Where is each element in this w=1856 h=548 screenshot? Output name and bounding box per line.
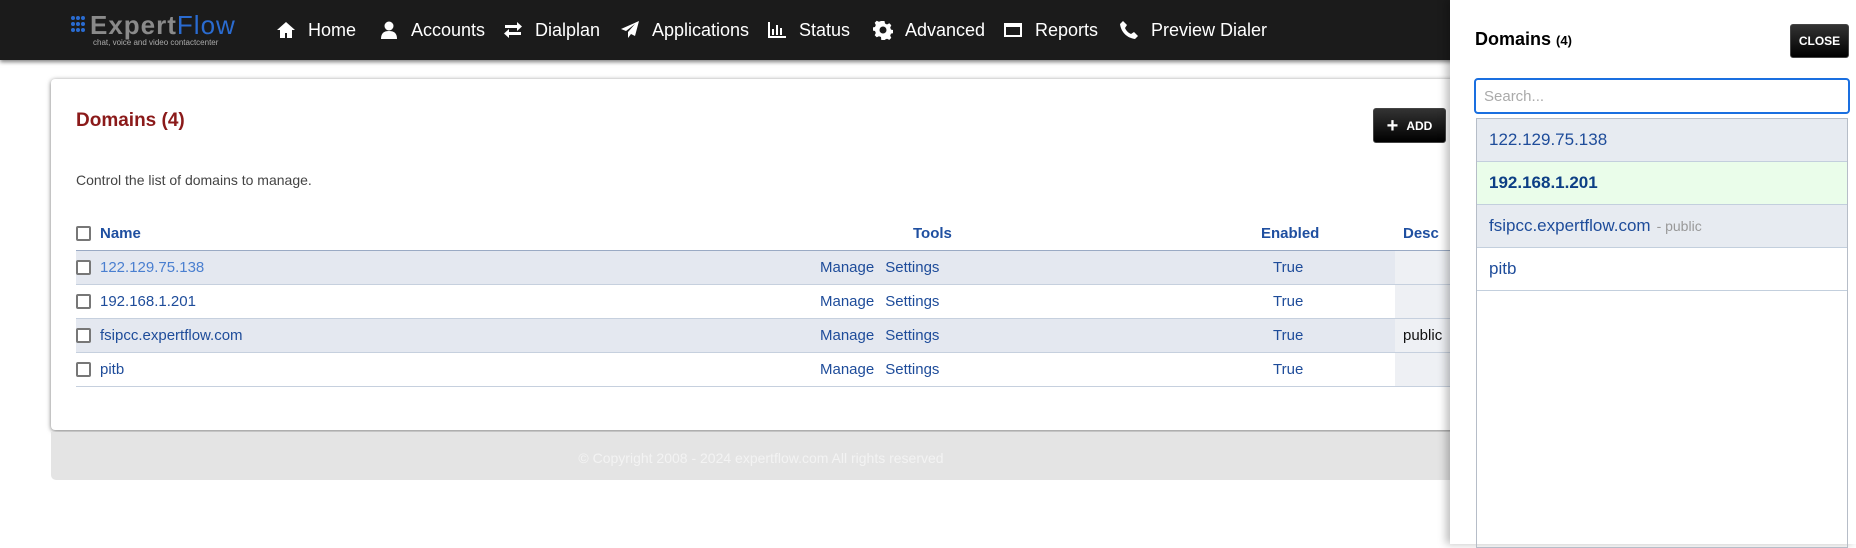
row-checkbox[interactable] (76, 294, 91, 310)
bar-chart-icon (768, 22, 786, 38)
home-icon (277, 22, 295, 38)
table-row: 192.168.1.201 Manage Settings True (76, 284, 1476, 319)
domain-list-name: 122.129.75.138 (1489, 130, 1608, 149)
nav-label: Applications (652, 19, 750, 40)
domain-list-item[interactable]: fsipcc.expertflow.com - public (1477, 205, 1847, 248)
enabled-value: True (1190, 318, 1395, 353)
footer-copyright: © Copyright 2008 - 2024 expertflow.com A… (51, 432, 1471, 480)
row-checkbox[interactable] (76, 362, 91, 378)
column-enabled[interactable]: Enabled (1190, 217, 1395, 251)
nav-reports[interactable]: Reports (1003, 18, 1098, 42)
nav-advanced[interactable]: Advanced (873, 18, 985, 42)
nav-label: Dialplan (535, 19, 601, 40)
panel-count: (4) (1556, 33, 1572, 48)
row-checkbox[interactable] (76, 260, 91, 276)
plus-icon: + (1386, 114, 1399, 137)
panel-title: Domains (4) (1475, 29, 1572, 49)
nav-status[interactable]: Status (767, 18, 850, 42)
logo-wordmark: ExpertFlow (90, 10, 236, 40)
table-header: Name Tools Enabled Desc (76, 217, 1476, 251)
select-all-checkbox[interactable] (76, 226, 91, 242)
domain-list-sub: - public (1656, 218, 1702, 234)
nav-accounts[interactable]: Accounts (379, 18, 485, 42)
manage-link[interactable]: Manage (820, 258, 875, 276)
nav-preview-dialer[interactable]: Preview Dialer (1119, 18, 1267, 42)
logo-tagline: chat, voice and video contactcenter (93, 38, 219, 47)
page-description: Control the list of domains to manage. (76, 172, 312, 188)
domain-name-link[interactable]: 122.129.75.138 (100, 258, 205, 276)
phone-icon (1120, 21, 1138, 39)
domain-list-name: pitb (1489, 259, 1517, 278)
domain-list: 122.129.75.138 192.168.1.201 fsipcc.expert… (1476, 118, 1848, 548)
nav-label: Accounts (411, 19, 486, 40)
close-button[interactable]: CLOSE (1790, 24, 1849, 58)
user-icon (381, 21, 397, 39)
table-row: pitb Manage Settings True (76, 352, 1476, 387)
domain-list-item[interactable]: pitb (1477, 248, 1847, 291)
domain-list-name: fsipcc.expertflow.com (1489, 216, 1651, 235)
settings-link[interactable]: Settings (885, 326, 940, 344)
nav-label: Reports (1035, 19, 1099, 40)
nav-applications[interactable]: Applications (620, 18, 749, 42)
enabled-value: True (1190, 352, 1395, 387)
column-name[interactable]: Name (100, 217, 690, 251)
settings-link[interactable]: Settings (885, 258, 940, 276)
domain-name-link[interactable]: fsipcc.expertflow.com (100, 326, 243, 344)
add-label: ADD (1406, 118, 1433, 133)
page-title: Domains (4) (76, 110, 185, 131)
row-checkbox[interactable] (76, 328, 91, 344)
domain-list-item[interactable]: 192.168.1.201 (1477, 162, 1847, 205)
add-button[interactable]: + ADD (1373, 108, 1446, 143)
enabled-value: True (1190, 284, 1395, 319)
nav-label: Preview Dialer (1151, 19, 1268, 40)
paper-plane-icon (621, 21, 639, 38)
nav-dialplan[interactable]: Dialplan (503, 18, 600, 42)
settings-link[interactable]: Settings (885, 360, 940, 378)
settings-link[interactable]: Settings (885, 292, 940, 310)
exchange-icon (504, 22, 522, 38)
nav-label: Status (799, 19, 851, 40)
column-tools: Tools (690, 217, 1190, 251)
card-icon (1004, 23, 1022, 37)
domains-table: Name Tools Enabled Desc 122.129.75.138 M… (76, 217, 1476, 387)
search-input[interactable] (1474, 78, 1850, 114)
domain-name-link[interactable]: 192.168.1.201 (100, 292, 196, 310)
gear-icon (873, 20, 893, 40)
table-row: 122.129.75.138 Manage Settings True (76, 250, 1476, 285)
domain-list-name: 192.168.1.201 (1489, 173, 1598, 192)
logo-dots-icon (71, 16, 87, 34)
domain-name-link[interactable]: pitb (100, 360, 125, 378)
expertflow-logo[interactable]: ExpertFlow chat, voice and video contact… (71, 12, 236, 48)
nav-label: Advanced (905, 19, 986, 40)
domain-list-item[interactable]: 122.129.75.138 (1477, 119, 1847, 162)
table-row: fsipcc.expertflow.com Manage Settings Tru… (76, 318, 1476, 353)
nav-home[interactable]: Home (276, 18, 356, 42)
domains-side-panel: Domains (4) CLOSE 122.129.75.138 192.168.… (1450, 0, 1856, 548)
manage-link[interactable]: Manage (820, 292, 875, 310)
enabled-value: True (1190, 250, 1395, 285)
manage-link[interactable]: Manage (820, 360, 875, 378)
nav-label: Home (308, 19, 357, 40)
domains-card: Domains (4) + ADD Control the list of dom… (51, 79, 1476, 430)
manage-link[interactable]: Manage (820, 326, 875, 344)
